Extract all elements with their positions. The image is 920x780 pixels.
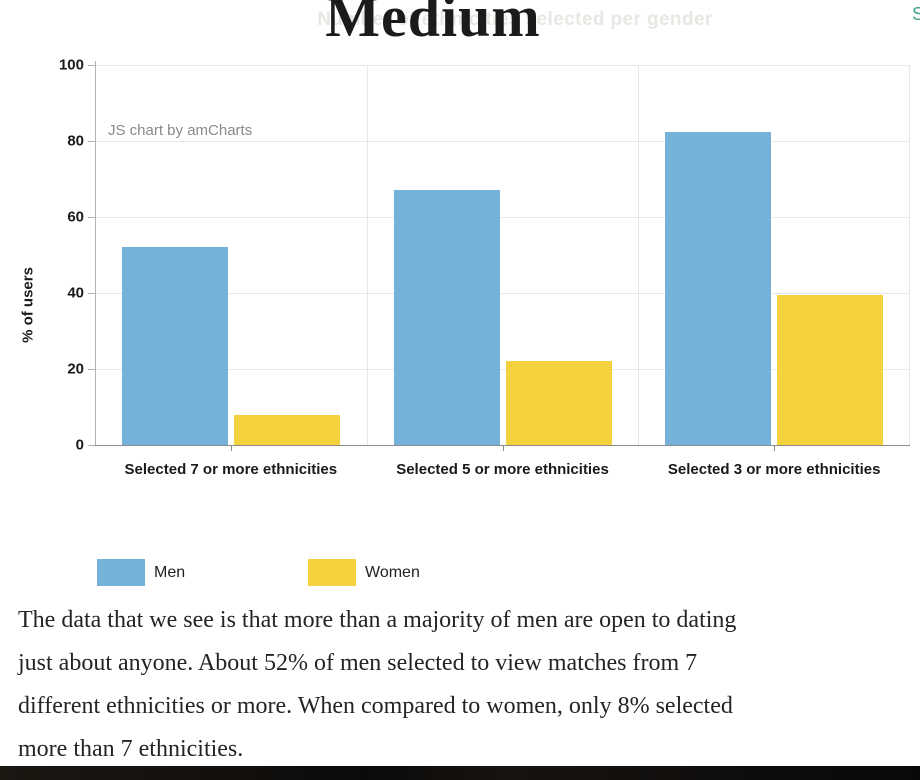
bottom-dark-bar [0,766,920,780]
bar-women-group-2[interactable] [505,361,612,445]
y-tick-label: 20 [67,360,84,378]
signin-link-partial[interactable]: S [911,4,920,24]
ethnicity-bar-chart: JS chart by amCharts % of users 0 20 40 60 8… [0,50,920,586]
gridline [95,141,910,142]
y-tick-label: 100 [58,56,84,74]
paragraph-line: different ethnicities or more. When comp… [18,693,733,719]
gridline [95,369,910,370]
y-tick-label: 60 [67,208,84,226]
y-tick-label: 0 [75,436,84,454]
x-axis-tick [774,445,776,451]
paragraph-line: just about anyone. About 52% of men sele… [18,650,698,676]
category-label: Selected 5 or more ethnicities [396,461,609,478]
x-axis-tick [230,445,232,451]
category-separator [638,65,640,445]
amcharts-watermark-link[interactable]: JS chart by amCharts [108,122,253,139]
category-label: Selected 3 or more ethnicities [667,461,881,478]
legend-item-men[interactable]: Men [97,559,185,586]
bar-women-group-3[interactable] [777,294,884,445]
bar-men-group-3[interactable] [665,131,772,445]
bar-women-group-1[interactable] [233,414,340,445]
y-axis-line [95,61,96,445]
y-axis-title: % of users [19,267,37,343]
x-axis-tick [502,445,504,451]
legend-label: Women [365,563,420,581]
category-label: Selected 7 or more ethnicities [124,461,338,478]
bar-men-group-1[interactable] [121,247,228,445]
gridline [95,217,910,218]
y-tick-label: 40 [67,284,84,302]
gridline [95,65,910,66]
gridline [95,293,910,294]
plot-right-border [909,65,910,445]
paragraph-line: more than 7 ethnicities. [18,736,244,762]
y-axis-tick [88,445,95,446]
paragraph-line: The data that we see is that more than a… [18,607,737,633]
legend-swatch-men [97,559,145,586]
legend-item-women[interactable]: Women [308,559,420,586]
article-paragraph: The data that we see is that more than a… [18,599,913,771]
medium-logo[interactable]: Medium [325,0,541,49]
bar-men-group-2[interactable] [393,190,500,445]
faded-chart-title: Number of ethnicities selected per gende… [317,9,713,30]
y-axis-tick [88,369,95,370]
y-axis-tick [88,141,95,142]
legend-swatch-women [308,559,356,586]
legend-label: Men [154,563,186,581]
y-axis-tick [88,65,95,66]
category-separator [366,65,368,445]
y-axis-tick [88,293,95,294]
y-axis-tick [88,217,95,218]
y-tick-label: 80 [67,132,84,150]
